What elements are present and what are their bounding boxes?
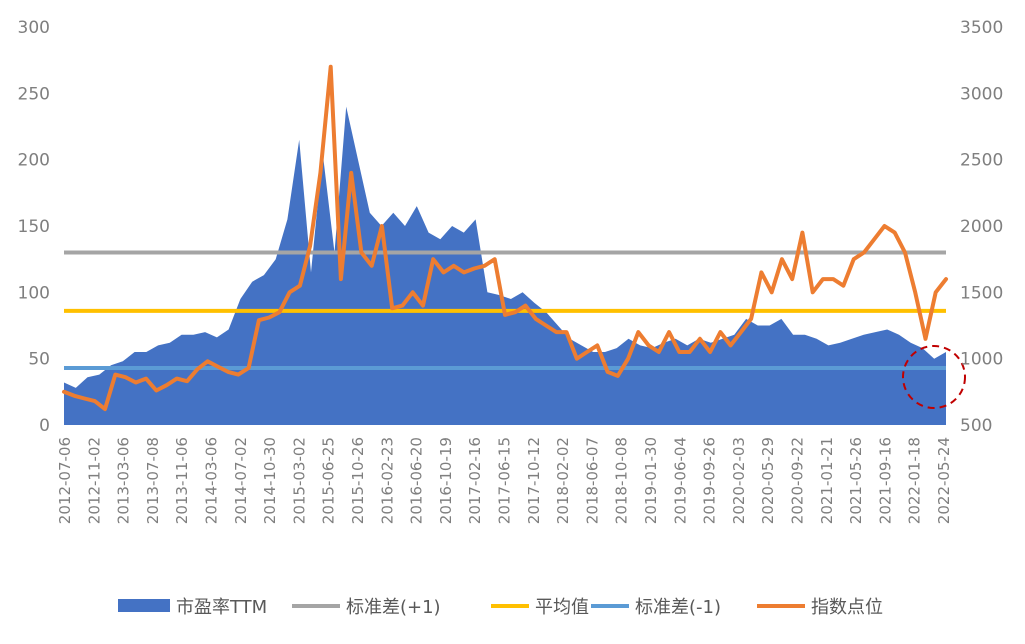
left-tick-label: 50 (28, 350, 50, 370)
x-tick-label: 2013-03-06 (115, 437, 133, 524)
right-tick-label: 1000 (960, 350, 1003, 370)
x-tick-label: 2020-09-22 (789, 437, 807, 524)
right-tick-label: 1500 (960, 283, 1003, 303)
x-tick-label: 2014-07-02 (232, 437, 250, 524)
legend-label-4: 指数点位 (811, 597, 883, 618)
x-tick-label: 2014-03-06 (203, 437, 221, 524)
x-tick-label: 2014-10-30 (261, 437, 279, 524)
x-tick-label: 2018-02-02 (554, 437, 572, 524)
x-tick-label: 2020-02-03 (730, 437, 748, 524)
legend: 市盈率TTM 标准差(+1) 平均值 标准差(-1) 指数点位 (118, 597, 883, 618)
left-tick-label: 300 (18, 18, 50, 38)
left-y-axis: 0 50 100 150 200 250 300 (18, 18, 50, 436)
right-tick-label: 500 (960, 416, 992, 436)
right-tick-label: 3000 (960, 84, 1003, 104)
right-tick-label: 2000 (960, 217, 1003, 237)
legend-label-3: 标准差(-1) (635, 597, 721, 618)
legend-label-2: 平均值 (535, 597, 589, 618)
x-tick-label: 2012-07-06 (56, 437, 74, 524)
left-tick-label: 200 (18, 151, 50, 171)
x-tick-label: 2016-02-23 (378, 437, 396, 524)
legend-label-0: 市盈率TTM (176, 597, 267, 618)
right-y-axis: 500 1000 1500 2000 2500 3000 3500 (960, 18, 1003, 436)
left-tick-label: 150 (18, 217, 50, 237)
x-tick-label: 2016-10-19 (437, 437, 455, 524)
legend-swatch-0 (118, 599, 170, 612)
x-tick-label: 2018-06-07 (583, 437, 601, 524)
x-tick-label: 2015-10-26 (349, 437, 367, 524)
left-tick-label: 100 (18, 283, 50, 303)
right-tick-label: 2500 (960, 151, 1003, 171)
left-tick-label: 0 (39, 416, 50, 436)
index-line-group (62, 64, 948, 412)
pe-ttm-area-group (64, 106, 946, 425)
x-tick-label: 2017-06-15 (496, 437, 514, 524)
x-tick-label: 2019-09-26 (701, 437, 719, 524)
left-tick-label: 250 (18, 84, 50, 104)
x-tick-label: 2022-01-18 (906, 437, 924, 524)
x-tick-label: 2019-01-30 (642, 437, 660, 524)
x-axis: 2012-07-06 2012-11-02 2013-03-06 2013-07-08… (56, 437, 953, 524)
x-tick-label: 2013-07-08 (144, 437, 162, 524)
x-tick-label: 2018-10-08 (613, 437, 631, 524)
x-tick-label: 2020-05-29 (759, 437, 777, 524)
x-tick-label: 2016-06-20 (408, 437, 426, 524)
x-tick-label: 2012-11-02 (85, 437, 103, 524)
x-tick-label: 2021-09-16 (876, 437, 894, 524)
annotation-circle (902, 345, 966, 409)
x-tick-label: 2013-11-06 (173, 437, 191, 524)
legend-label-1: 标准差(+1) (346, 597, 441, 618)
right-tick-label: 3500 (960, 18, 1003, 38)
x-tick-label: 2015-06-25 (320, 437, 338, 524)
x-tick-label: 2017-10-12 (525, 437, 543, 524)
index-line (62, 64, 948, 412)
pe-ttm-area (64, 106, 946, 425)
x-tick-label: 2021-05-26 (847, 437, 865, 524)
x-tick-label: 2019-06-04 (671, 437, 689, 524)
x-tick-label: 2017-02-16 (466, 437, 484, 524)
x-tick-label: 2015-03-02 (290, 437, 308, 524)
x-tick-label: 2021-01-21 (818, 437, 836, 524)
annotation-group (902, 345, 966, 409)
x-tick-label: 2022-05-24 (935, 437, 953, 524)
